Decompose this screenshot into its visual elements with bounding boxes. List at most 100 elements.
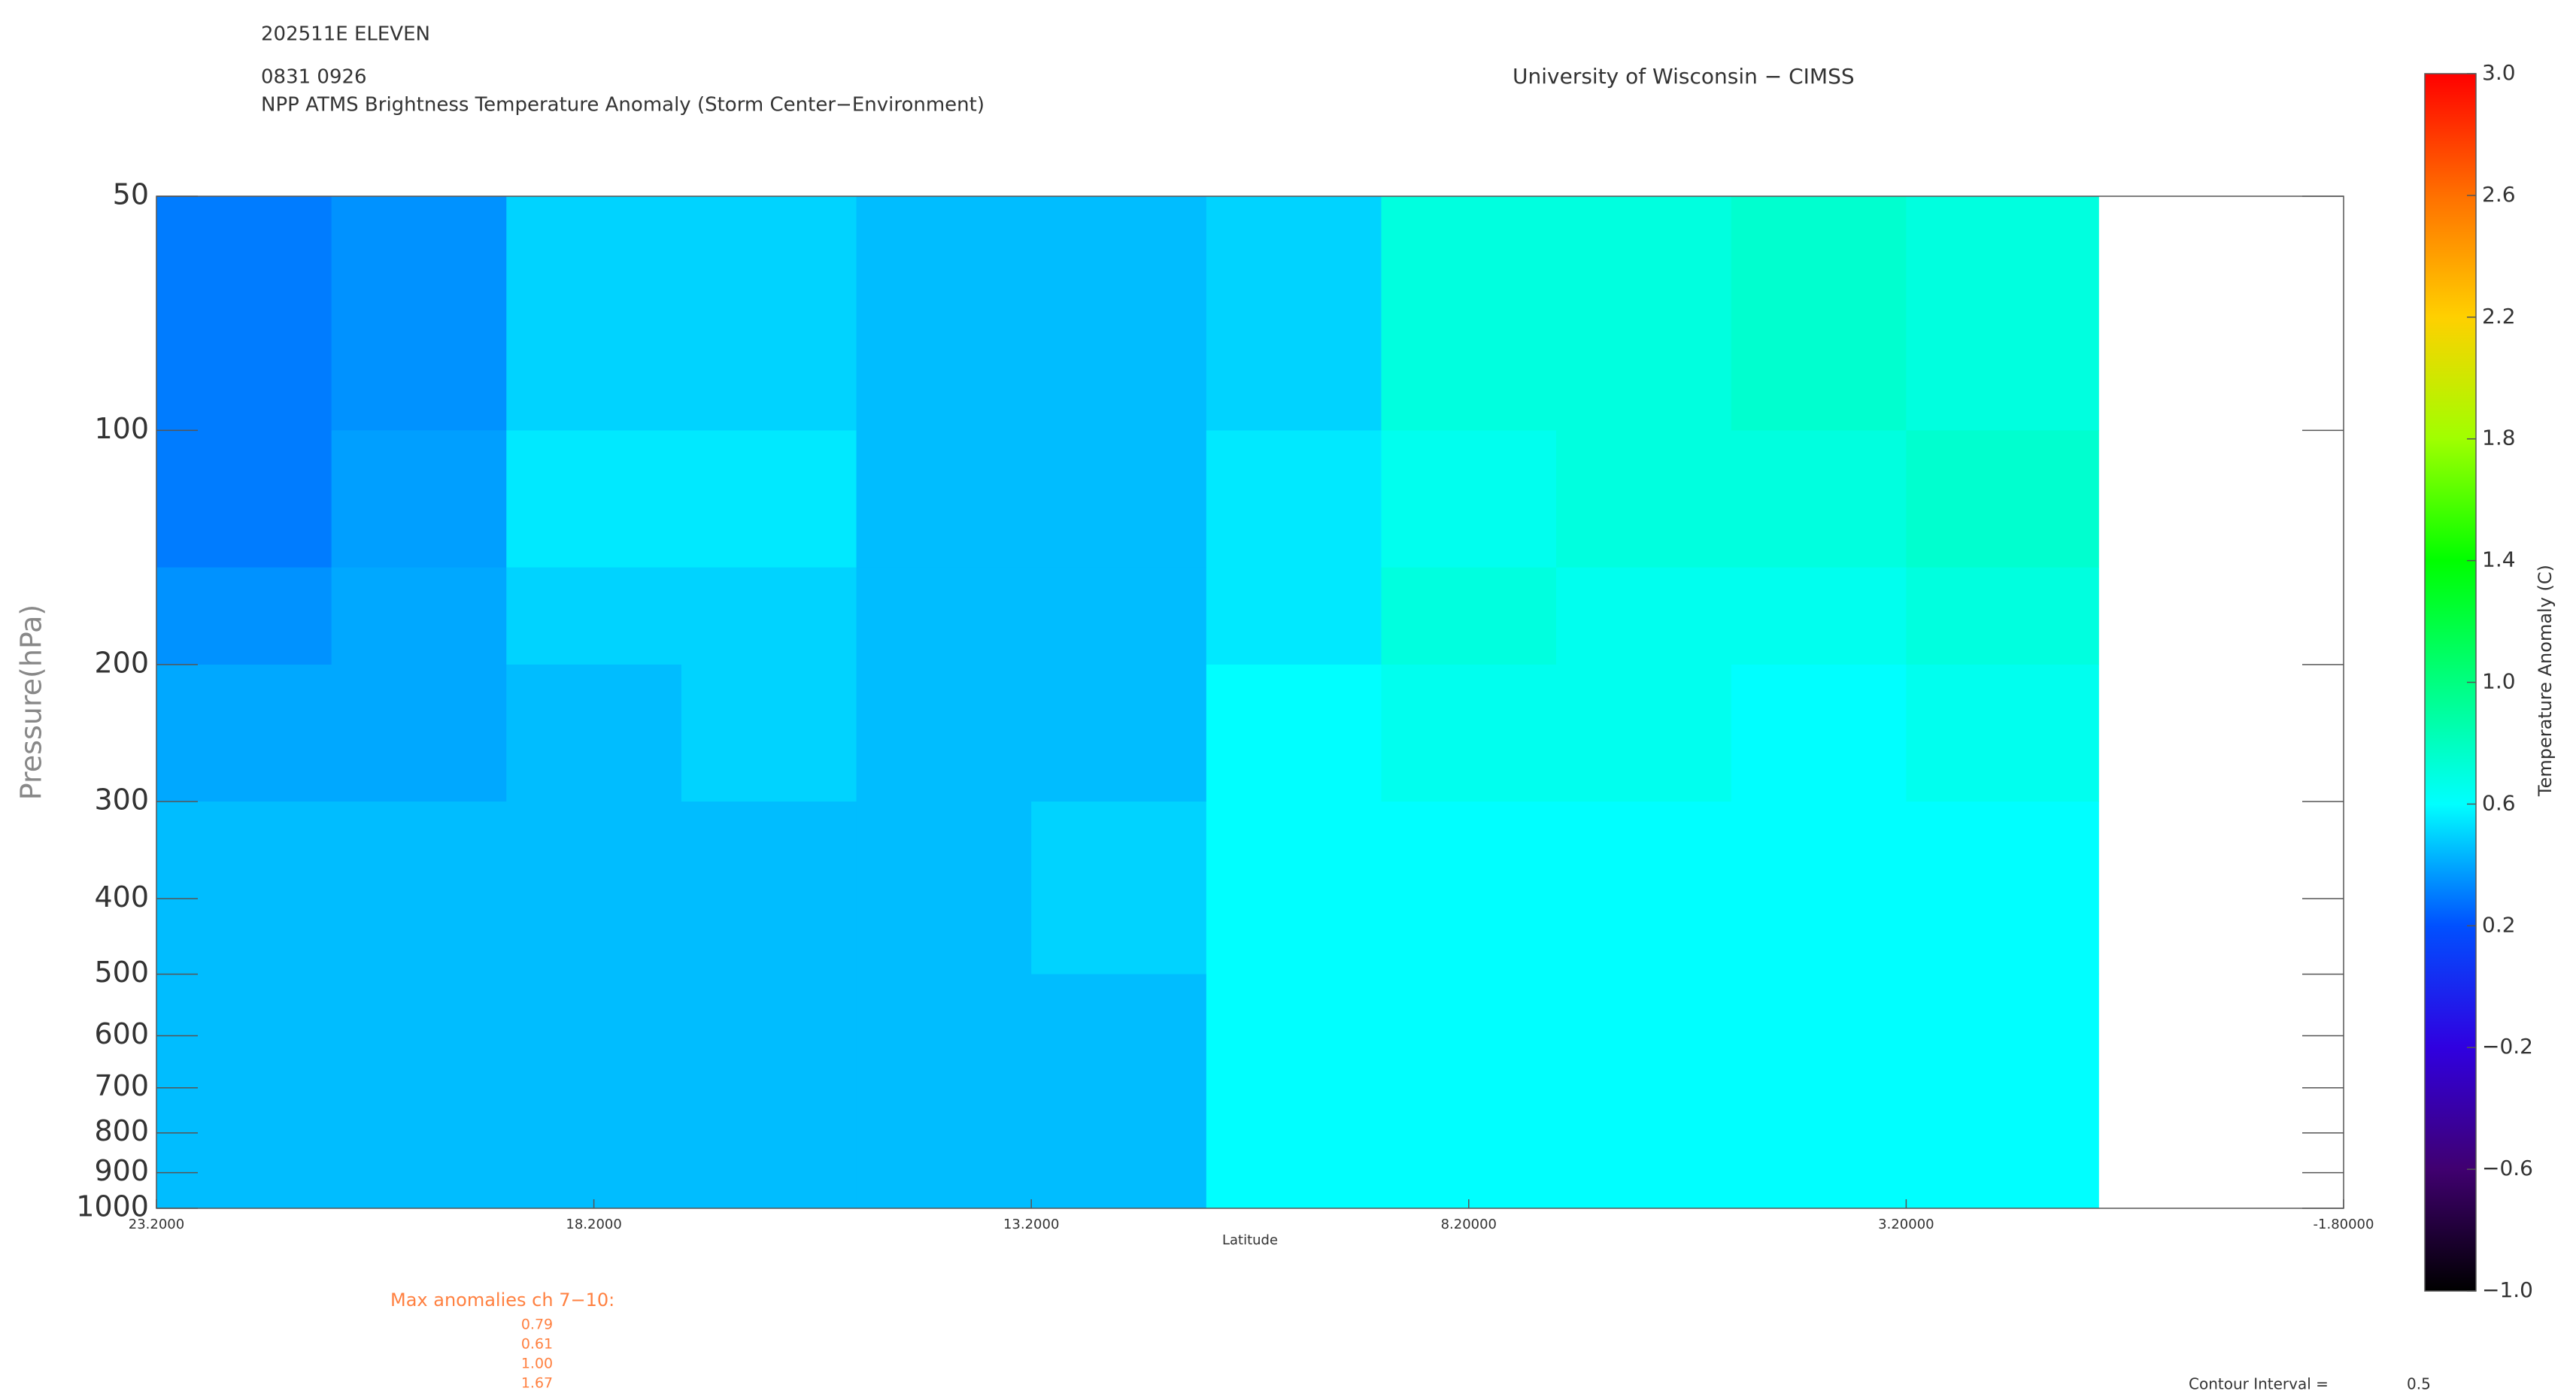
storm-name: 202511E ELEVEN	[261, 23, 430, 46]
heat-cell	[1206, 567, 1382, 665]
heat-cell	[681, 196, 857, 431]
colorbar-tick-label: −1.0	[2482, 1277, 2533, 1302]
y-tick-label: 100	[94, 412, 149, 445]
max-anomaly-value: 1.67	[521, 1375, 553, 1392]
heat-cell	[856, 802, 1032, 975]
heat-cell	[1031, 664, 1207, 802]
heat-cell	[1731, 430, 1907, 568]
heat-cell	[1031, 802, 1207, 975]
chart-title: NPP ATMS Brightness Temperature Anomaly …	[261, 94, 985, 117]
heat-cell	[681, 567, 857, 665]
heat-cell	[506, 196, 682, 431]
y-tick-label: 600	[94, 1017, 149, 1050]
y-tick-label: 800	[94, 1114, 149, 1147]
heat-cell	[1206, 802, 1382, 975]
heat-cell	[1206, 664, 1382, 802]
heat-cell	[1906, 196, 2099, 431]
y-tick-label: 1000	[76, 1190, 149, 1223]
heat-cell	[1731, 567, 1907, 665]
heat-cell	[1906, 664, 2099, 802]
heat-cell	[506, 567, 682, 665]
heat-cell	[1381, 567, 1557, 665]
colorbar-tick-label: 1.0	[2482, 669, 2516, 694]
heat-cell	[156, 664, 332, 802]
heat-cell	[1381, 802, 1557, 975]
colorbar-tick-label: 0.2	[2482, 912, 2516, 937]
heat-cell	[331, 567, 507, 665]
heat-cell	[1731, 664, 1907, 802]
heat-cell	[1206, 196, 1382, 431]
heat-cell	[856, 196, 1032, 431]
heat-cell	[506, 430, 682, 568]
y-axis-label: Pressure(hPa)	[15, 605, 48, 801]
heat-cell	[156, 430, 332, 568]
colorbar-tick-label: 2.6	[2482, 182, 2516, 207]
colorbar-tick-label: −0.2	[2482, 1034, 2533, 1059]
colorbar-tick-label: 0.6	[2482, 790, 2516, 815]
heat-cell	[331, 664, 507, 802]
colorbar-tick-label: −0.6	[2482, 1156, 2533, 1180]
heat-cell	[681, 430, 857, 568]
contour-interval-label: Contour Interval =	[2189, 1375, 2329, 1392]
source: University of Wisconsin − CIMSS	[1513, 64, 1855, 89]
heat-cell	[856, 430, 1032, 568]
heat-cell	[1381, 196, 1557, 431]
heat-cell	[1381, 664, 1557, 802]
colorbar-tick-label: 1.8	[2482, 426, 2516, 450]
heat-cell	[1031, 196, 1207, 431]
heat-cell	[856, 664, 1032, 802]
heat-cell	[156, 974, 332, 1209]
heat-cell	[506, 974, 682, 1209]
x-tick-label: 18.2000	[566, 1217, 621, 1232]
heat-cell	[1906, 430, 2099, 568]
colorbar-tick-label: 2.2	[2482, 304, 2516, 329]
heat-cell	[1381, 430, 1557, 568]
y-tick-label: 300	[94, 783, 149, 817]
heat-cell	[156, 567, 332, 665]
heat-cell	[156, 196, 332, 431]
heat-cell	[1731, 974, 1907, 1209]
heat-cell	[1906, 974, 2099, 1209]
x-tick-label: 13.2000	[1003, 1217, 1059, 1232]
x-tick-label: -1.80000	[2314, 1217, 2374, 1232]
y-tick-label: 700	[94, 1069, 149, 1102]
x-tick-label: 23.2000	[129, 1217, 184, 1232]
max-anomalies-title: Max anomalies ch 7−10:	[390, 1289, 614, 1311]
heat-cell	[506, 664, 682, 802]
max-anomaly-value: 0.61	[521, 1336, 553, 1353]
y-tick-label: 50	[113, 178, 149, 211]
heat-cell	[856, 974, 1032, 1209]
heat-cell	[1381, 974, 1557, 1209]
colorbar-label: Temperature Anomaly (C)	[2535, 565, 2556, 797]
x-axis-label: Latitude	[1222, 1232, 1278, 1248]
heat-cell	[1731, 802, 1907, 975]
heat-cell	[1731, 196, 1907, 431]
heat-cell	[156, 802, 332, 975]
contour-interval-value: 0.5	[2407, 1375, 2431, 1392]
y-tick-label: 400	[94, 880, 149, 914]
max-anomaly-value: 0.79	[521, 1317, 553, 1333]
heat-cell	[1556, 664, 1732, 802]
heat-cell	[331, 196, 507, 431]
heat-cell	[1031, 567, 1207, 665]
heat-cell	[681, 802, 857, 975]
max-anomaly-value: 1.00	[521, 1356, 553, 1372]
heat-cell	[1031, 974, 1207, 1209]
heat-cell	[1556, 196, 1732, 431]
heat-cell	[681, 664, 857, 802]
date: 0831 0926	[261, 66, 367, 89]
plot-frame	[156, 195, 2344, 1209]
colorbar-tick-label: 3.0	[2482, 60, 2516, 85]
heat-cell	[1556, 567, 1732, 665]
y-tick-label: 500	[94, 956, 149, 989]
x-tick-label: 3.20000	[1878, 1217, 1934, 1232]
heat-cell	[1206, 974, 1382, 1209]
heat-cell	[1906, 567, 2099, 665]
heat-cell	[331, 974, 507, 1209]
colorbar-tick-label: 1.4	[2482, 547, 2516, 572]
heat-cell	[856, 567, 1032, 665]
y-tick-label: 900	[94, 1154, 149, 1187]
heat-cell	[1206, 430, 1382, 568]
heat-cell	[1556, 430, 1732, 568]
